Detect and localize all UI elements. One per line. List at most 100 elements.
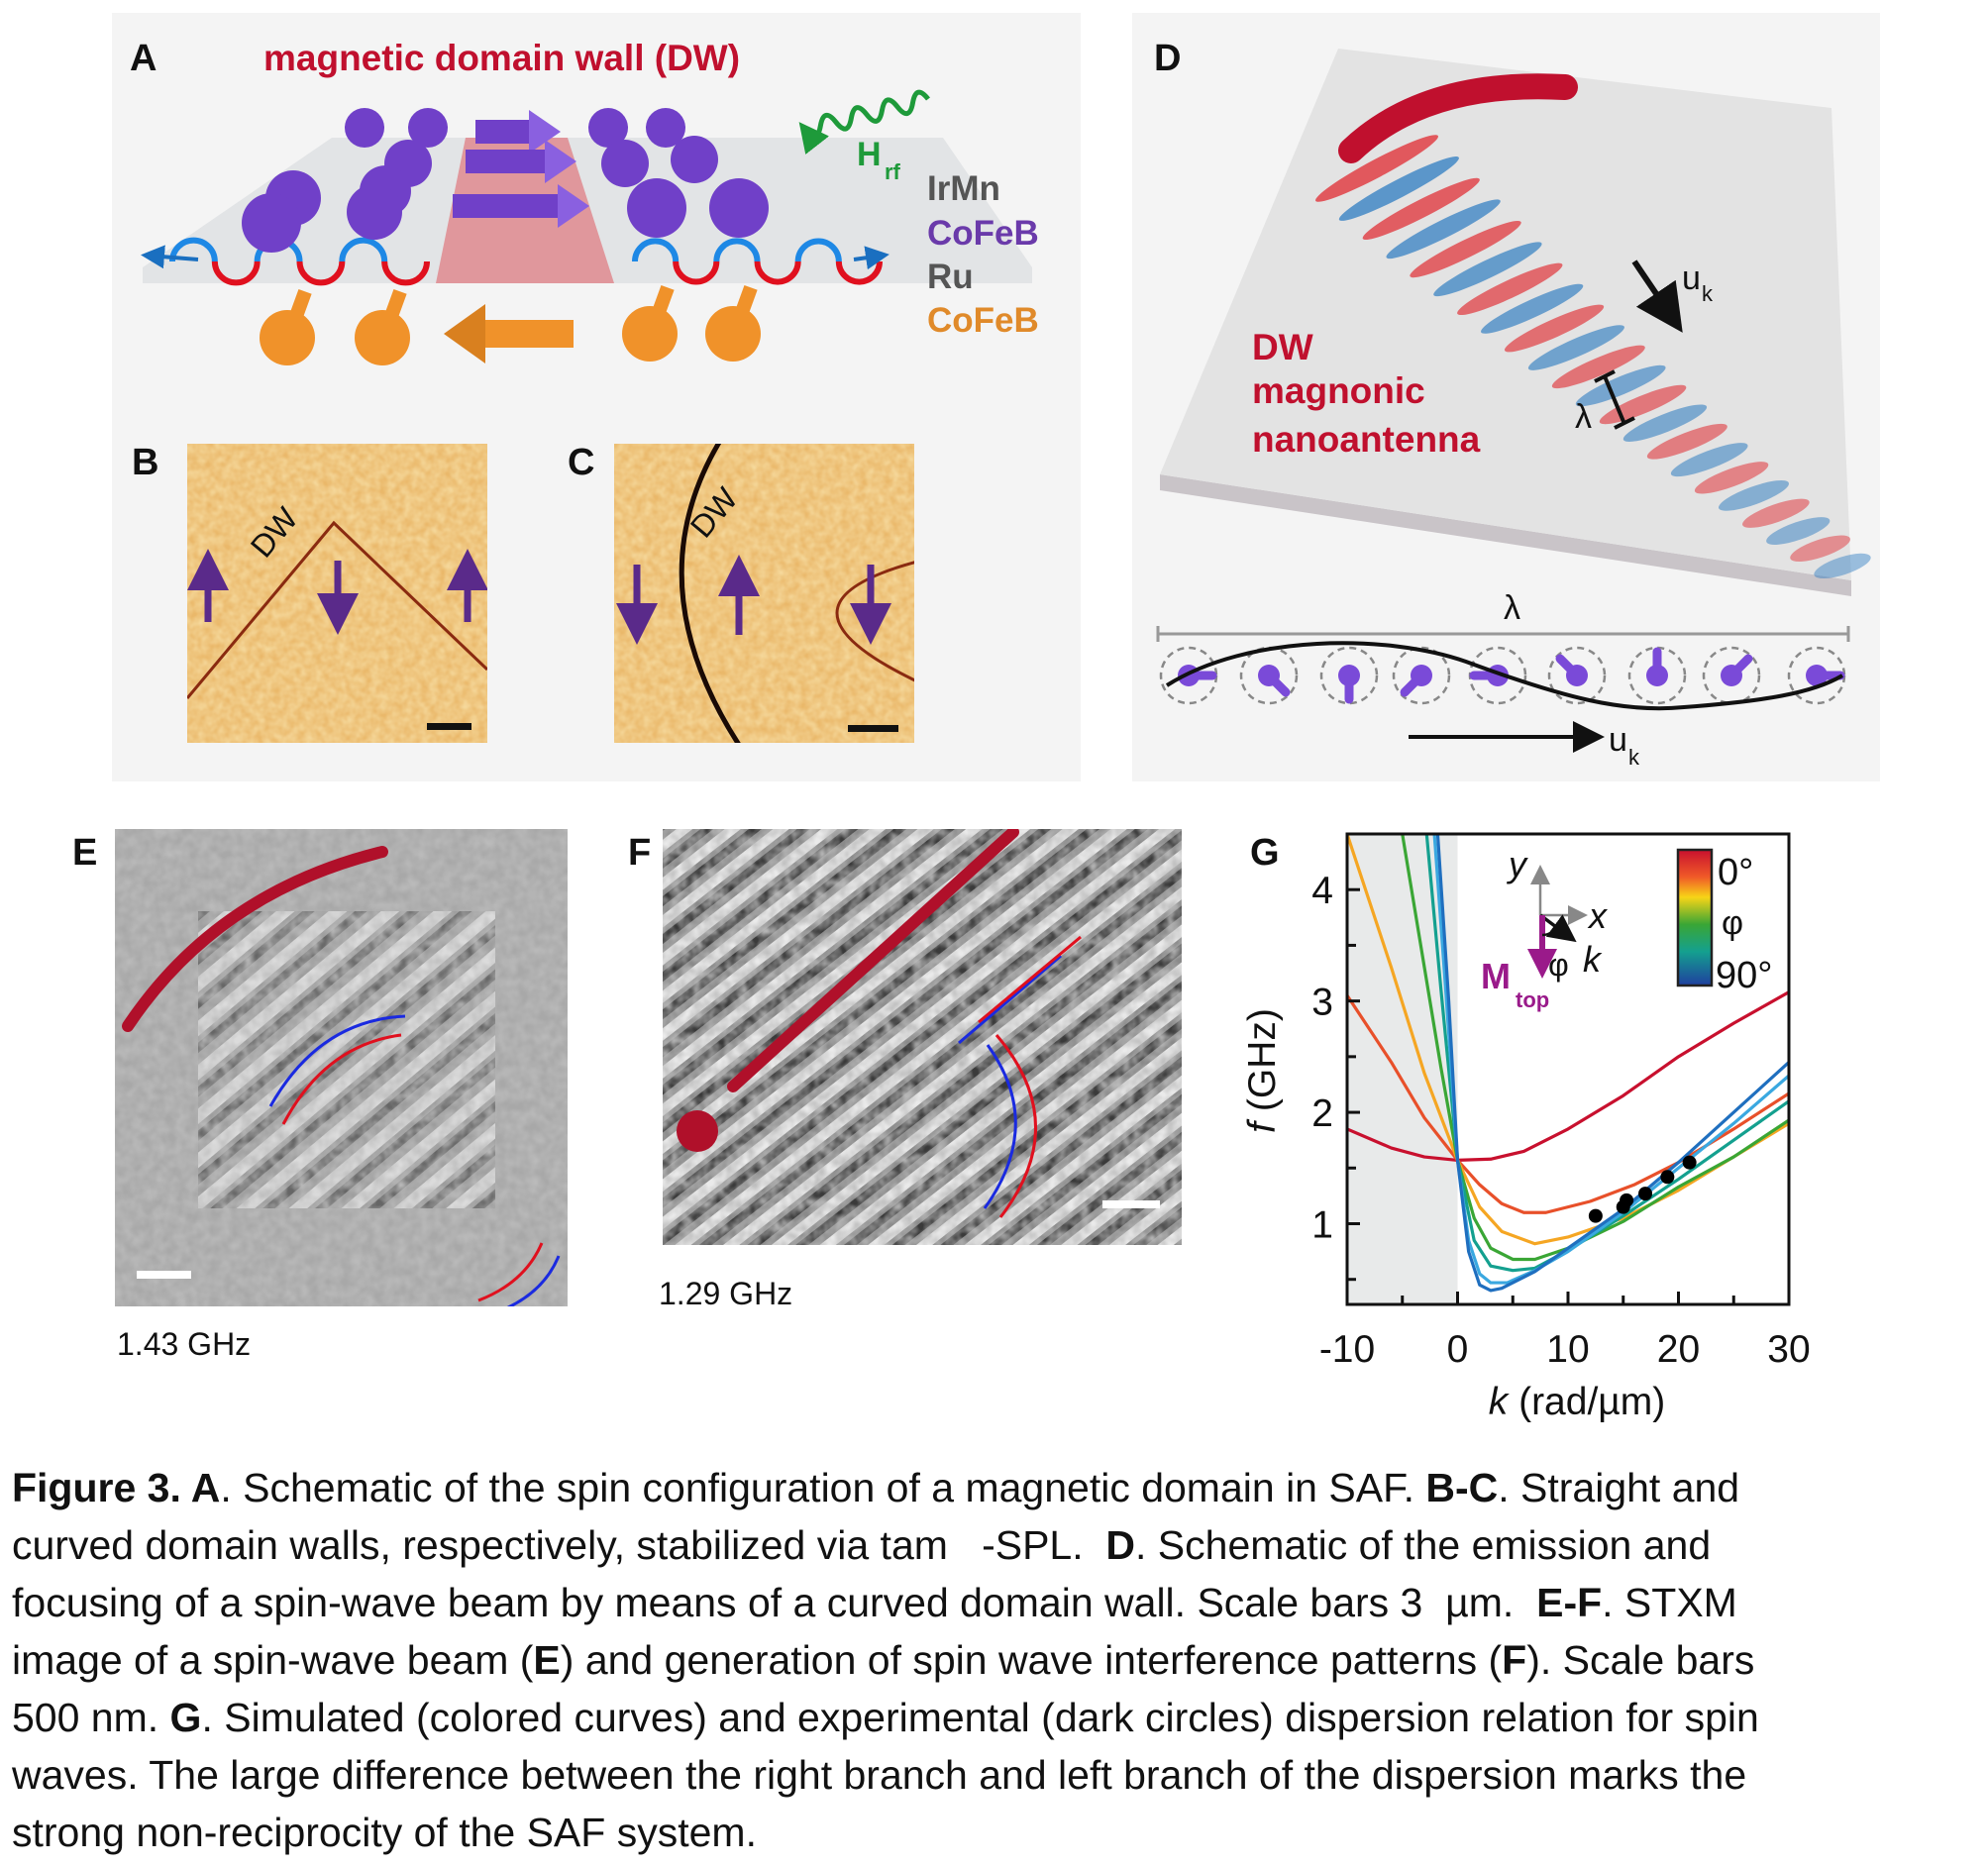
wave-trough <box>381 260 430 286</box>
caption-text: ). Scale bars <box>1526 1637 1755 1683</box>
precession-circle <box>1392 646 1451 705</box>
spin-rod-bottom <box>647 284 675 328</box>
spin-ball <box>1806 665 1828 686</box>
field-label: H <box>857 136 882 173</box>
panel-label-e: E <box>72 832 97 874</box>
caption-bold-ref: F <box>1502 1637 1527 1683</box>
caption-line: Figure 3. A. Schematic of the spin confi… <box>12 1459 1759 1516</box>
series-line-90deg <box>1435 834 1789 1293</box>
wavefront-arc-blue <box>506 1255 561 1306</box>
spin-rod-bottom <box>730 284 758 328</box>
lambda-label-bottom: λ <box>1504 589 1520 627</box>
wave-crest <box>794 238 842 262</box>
precession-circle <box>1627 646 1687 705</box>
uk-subscript-bottom: k <box>1628 745 1640 770</box>
domain-wall-loop <box>835 561 914 682</box>
wave-stripe <box>1338 156 1459 221</box>
caption-text: . Schematic of the spin configuration of… <box>220 1465 1426 1510</box>
spin-sphere-top <box>671 136 718 183</box>
spin-ball <box>1338 665 1360 686</box>
wavefront-arc-blue <box>268 1014 406 1107</box>
dw-spin-arrowhead <box>545 140 576 183</box>
panel-label-d: D <box>1154 38 1181 79</box>
domain-wall-arc <box>122 846 388 1032</box>
panel-label-a: A <box>130 38 157 79</box>
lambda-label: λ <box>1575 398 1592 436</box>
inset-y-label: y <box>1506 844 1528 884</box>
inset-k-vector <box>1538 913 1577 943</box>
caption-line: curved domain walls, respectively, stabi… <box>12 1516 1759 1574</box>
caption-text: . Straight and <box>1498 1465 1740 1510</box>
caption-bold-ref: Figure 3. A <box>12 1465 221 1510</box>
spin-sphere-bottom <box>705 306 761 362</box>
figure-caption: Figure 3. A. Schematic of the spin confi… <box>12 1459 1759 1861</box>
series-line-30deg <box>1347 834 1789 1246</box>
dw-spin-arrow <box>466 150 547 173</box>
experimental-point <box>1620 1193 1634 1207</box>
wave-stripe <box>1410 220 1521 278</box>
spin-sphere-bottom <box>622 306 678 362</box>
wavefront-arc-red <box>281 1033 402 1125</box>
spin-wave-curve <box>141 237 889 286</box>
propagation-arrow-icon <box>1631 259 1683 333</box>
series-line-60deg <box>1424 834 1789 1273</box>
spin-ball <box>1258 665 1280 686</box>
precession-circle <box>1239 646 1299 705</box>
panel-label-c: C <box>568 442 594 483</box>
y-axis-label: f (GHz) <box>1241 1008 1284 1133</box>
panel-e: E 1.43 GHz <box>72 829 568 1362</box>
uk-label: u <box>1682 259 1701 297</box>
frequency-label-f: 1.29 GHz <box>659 1276 792 1311</box>
caption-text: . Schematic of the emission and <box>1135 1522 1712 1568</box>
spin-sphere-top <box>709 178 769 238</box>
wave-crest <box>713 238 761 262</box>
spin-rod-bottom <box>284 288 312 332</box>
caption-text: 500 nm. <box>12 1695 170 1740</box>
antenna-label-line: nanoantenna <box>1252 419 1481 460</box>
wavefront-line-blue <box>958 954 1062 1045</box>
panel-d: D DW magnonic nanoantenna u k λ λ u k <box>1132 13 1880 781</box>
spin-sphere-top <box>345 108 384 148</box>
colorbar-top-label: 0° <box>1718 852 1753 893</box>
wave-stripe <box>1433 242 1542 297</box>
panel-f: F 1.29 GHz <box>628 829 1182 1311</box>
slab-side <box>1160 474 1851 596</box>
wave-trough <box>296 260 346 286</box>
wavefront-arc-red <box>994 1034 1037 1218</box>
wavefront-arc-blue <box>983 1044 1017 1209</box>
rf-field-wave-icon <box>798 89 930 155</box>
wave-stripe <box>1646 423 1727 460</box>
precession-circle <box>1319 646 1379 705</box>
panel-a: A magnetic domain wall (DW) H rf IrMn Co… <box>112 13 1081 781</box>
caption-bold-ref: B-C <box>1425 1465 1499 1510</box>
panel-b-image <box>187 444 487 743</box>
inset-k-label: k <box>1583 939 1603 980</box>
wave-stripe <box>1766 517 1831 545</box>
layer-label-cofeb-top: CoFeB <box>927 214 1039 253</box>
frequency-label-e: 1.43 GHz <box>117 1326 251 1362</box>
panel-a-title: magnetic domain wall (DW) <box>263 38 740 78</box>
caption-bold-ref: E-F <box>1536 1580 1603 1625</box>
wave-stripe <box>1718 479 1789 511</box>
x-tick-label: 10 <box>1546 1328 1589 1371</box>
scale-bar <box>1102 1200 1160 1208</box>
wavefront-line-red <box>978 935 1082 1024</box>
panel-c-image <box>614 444 914 743</box>
wave-stripe <box>1386 199 1501 259</box>
straight-domain-wall <box>727 829 1019 1092</box>
x-axis-label-unit: (rad/µm) <box>1508 1381 1665 1423</box>
caption-line: strong non-reciprocity of the SAF system… <box>12 1804 1759 1861</box>
caption-text: . STXM <box>1602 1580 1737 1625</box>
uk-subscript: k <box>1702 281 1714 306</box>
panel-f-image <box>663 829 1182 1245</box>
panel-e-image <box>115 829 568 1306</box>
field-subscript: rf <box>885 159 901 184</box>
y-axis-label-unit: (GHz) <box>1241 1008 1284 1122</box>
dispersion-curves <box>1347 834 1789 1293</box>
caption-text: strong non-reciprocity of the SAF system… <box>12 1810 757 1855</box>
spin-sphere-top <box>588 108 628 148</box>
spin-ball <box>1721 665 1742 686</box>
spin-sphere-bottom <box>260 310 315 365</box>
dw-spin-arrow <box>475 120 531 144</box>
